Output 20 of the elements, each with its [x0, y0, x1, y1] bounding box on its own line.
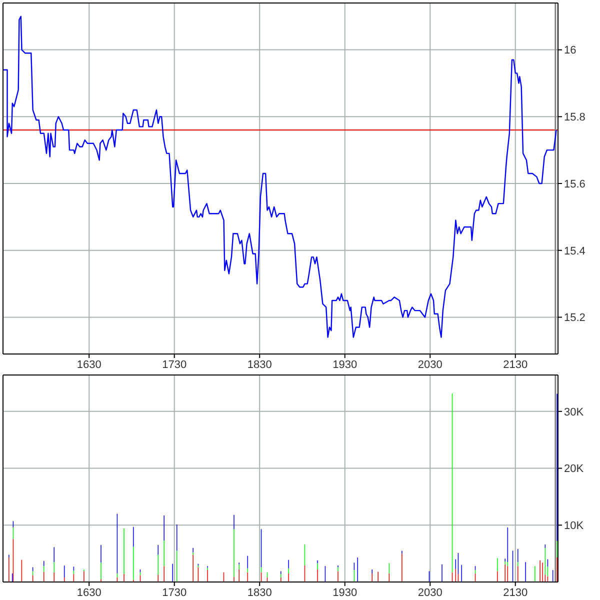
y-tick-label: 15.8 — [564, 112, 586, 124]
y-tick-label: 15.4 — [564, 245, 586, 258]
x-tick-label: 2130 — [503, 586, 528, 599]
x-tick-label: 1830 — [247, 358, 272, 371]
x-tick-label: 1630 — [76, 358, 102, 371]
x-tick-label: 1830 — [247, 586, 272, 599]
y-tick-label: 16 — [564, 44, 576, 57]
y-tick-label: 30K — [564, 406, 584, 418]
y-tick-label: 20K — [564, 463, 584, 476]
x-tick-label: 1930 — [332, 358, 358, 371]
x-tick-label: 2030 — [418, 586, 442, 599]
y-tick-label: 10K — [564, 520, 584, 532]
y-tick-label: 15.2 — [564, 312, 586, 324]
x-tick-label: 1730 — [162, 586, 187, 599]
x-tick-label: 2130 — [503, 358, 528, 371]
x-tick-label: 2030 — [418, 358, 442, 371]
x-tick-label: 1930 — [332, 586, 358, 599]
x-tick-label: 1630 — [76, 586, 102, 599]
x-tick-label: 1730 — [162, 358, 187, 371]
y-tick-label: 15.6 — [564, 178, 586, 190]
